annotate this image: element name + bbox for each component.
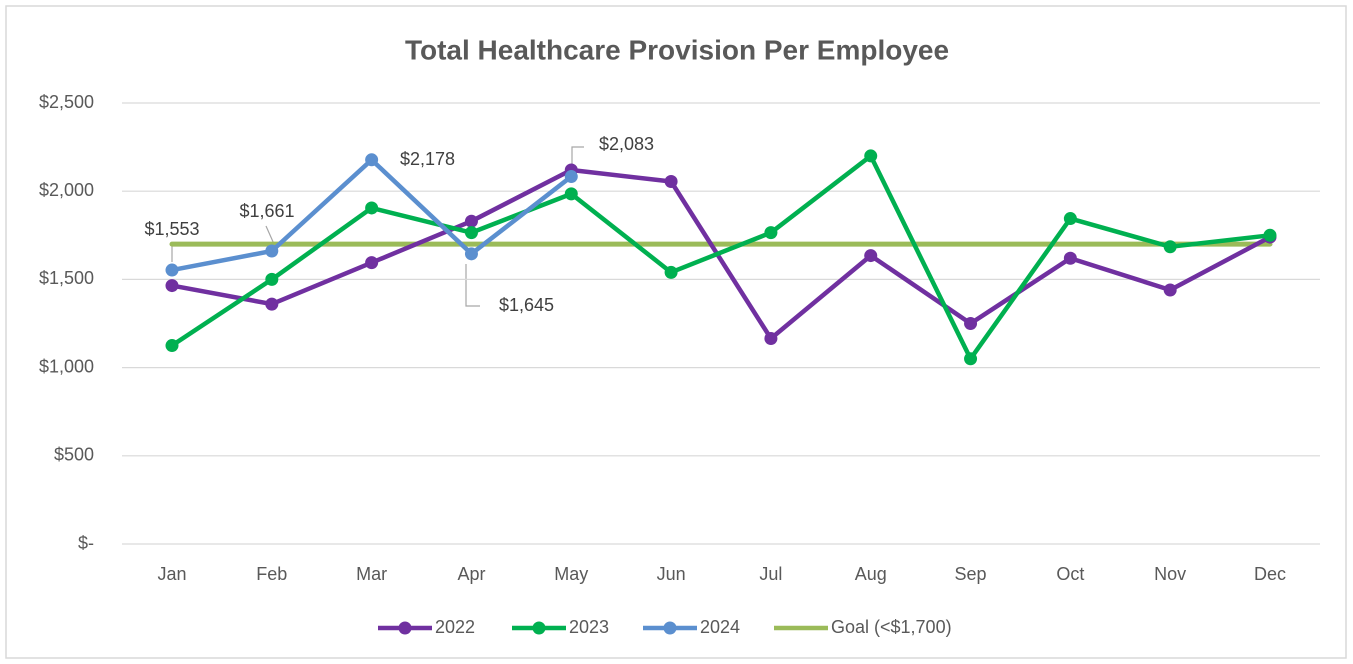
series-marker <box>964 317 978 330</box>
y-tick-label: $- <box>78 533 94 553</box>
x-tick-label: Dec <box>1254 564 1286 584</box>
legend-label: 2024 <box>700 617 740 637</box>
series-marker <box>664 174 678 188</box>
series-marker <box>365 201 379 215</box>
leader-line <box>571 146 584 168</box>
series-marker <box>764 226 778 240</box>
series-marker <box>864 149 878 163</box>
series-marker <box>265 297 279 311</box>
legend-marker <box>663 621 677 635</box>
series-marker <box>764 331 778 345</box>
series-marker <box>265 272 279 286</box>
leader-line <box>265 225 275 245</box>
y-tick-label: $1,000 <box>39 356 94 376</box>
data-label: $2,178 <box>400 149 455 169</box>
x-tick-label: Mar <box>356 564 387 584</box>
chart-border <box>5 5 1347 659</box>
x-tick-label: Jun <box>657 564 686 584</box>
data-label: $1,553 <box>144 219 199 239</box>
x-tick-label: May <box>554 564 588 584</box>
data-label: $1,661 <box>239 201 294 221</box>
x-tick-label: Apr <box>457 564 485 584</box>
x-tick-label: Nov <box>1154 564 1186 584</box>
x-tick-label: Jan <box>157 564 186 584</box>
x-tick-label: Aug <box>855 564 887 584</box>
series-marker <box>165 263 179 277</box>
series-marker <box>464 226 478 240</box>
legend-marker <box>398 621 412 635</box>
x-tick-label: Feb <box>256 564 287 584</box>
series-marker <box>464 247 478 261</box>
series-marker <box>564 170 578 184</box>
series-marker <box>1163 240 1177 254</box>
leader-lines <box>171 146 584 307</box>
y-tick-label: $2,500 <box>39 92 94 112</box>
x-tick-label: Jul <box>759 564 782 584</box>
series-marker <box>564 187 578 201</box>
series-marker <box>864 249 878 263</box>
y-tick-label: $500 <box>54 445 94 465</box>
leader-line <box>465 264 480 307</box>
series-marker <box>165 339 179 353</box>
series-marker <box>1063 212 1077 226</box>
series-marker <box>1063 251 1077 265</box>
series-marker <box>265 244 279 258</box>
legend-marker <box>532 621 546 635</box>
series-marker <box>365 256 379 270</box>
legend-label: Goal (<$1,700) <box>831 617 952 637</box>
y-tick-label: $1,500 <box>39 268 94 288</box>
chart-title: Total Healthcare Provision Per Employee <box>405 34 949 65</box>
legend-label: 2023 <box>569 617 609 637</box>
series-line <box>169 153 1273 362</box>
series-marker <box>1163 283 1177 297</box>
x-tick-label: Sep <box>955 564 987 584</box>
y-tick-label: $2,000 <box>39 180 94 200</box>
x-tick-label: Oct <box>1056 564 1084 584</box>
series-line <box>169 167 1273 341</box>
series-marker <box>664 265 678 279</box>
series-marker <box>365 153 379 167</box>
legend-label: 2022 <box>435 617 475 637</box>
data-label: $1,645 <box>499 295 554 315</box>
series-marker <box>1263 228 1277 242</box>
data-label: $2,083 <box>599 134 654 154</box>
series-marker <box>165 279 179 293</box>
series-marker <box>964 352 978 366</box>
series-marker <box>464 214 478 228</box>
